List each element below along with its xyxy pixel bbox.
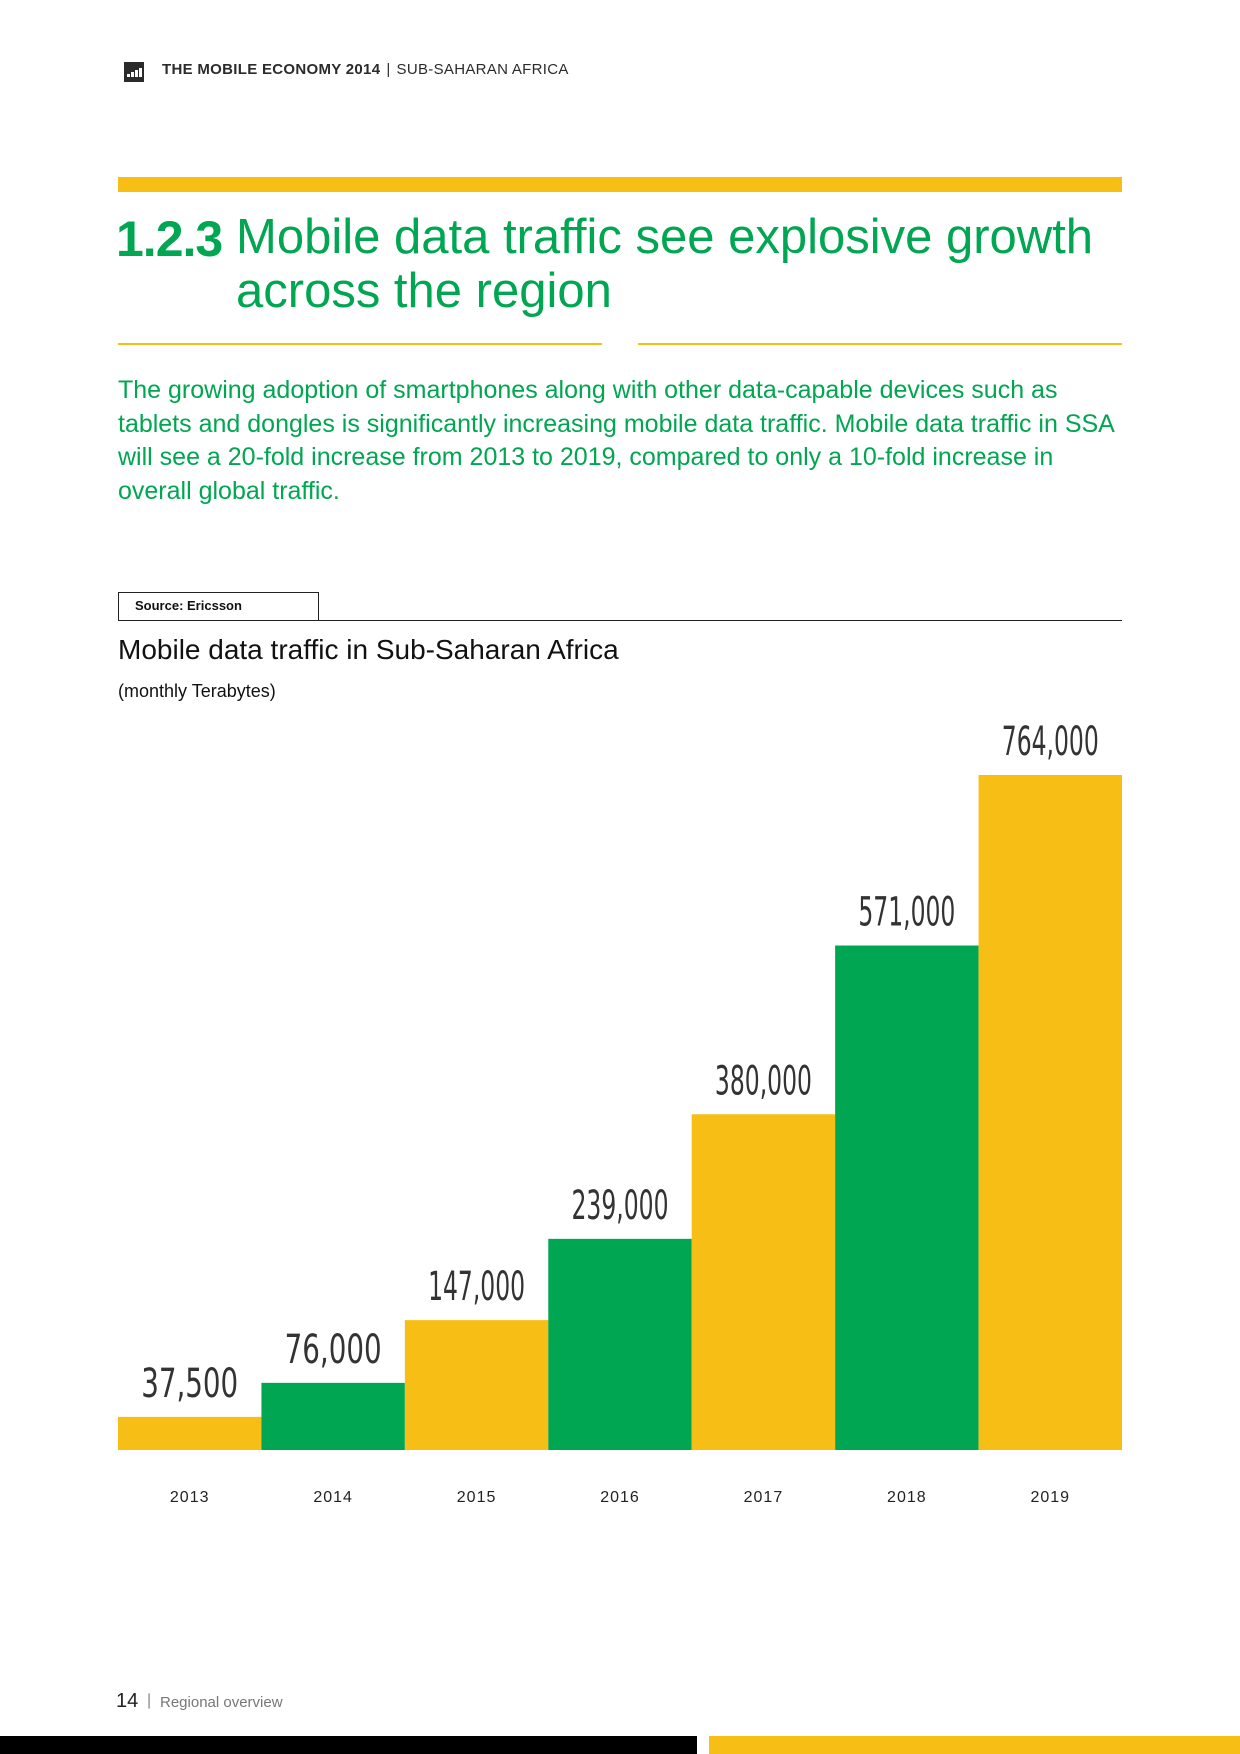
section-number: 1.2.3 [116,211,223,267]
bar-2015 [404,1320,549,1450]
bar-2013 [118,1416,262,1450]
source-box [118,592,319,621]
running-header: THE MOBILE ECONOMY 2014 | SUB-SAHARAN AFRI… [162,61,569,78]
value-label-2016: 239,000 [572,1183,669,1229]
value-label-2018: 571,000 [858,890,955,936]
section-top-rule [118,177,1122,192]
divider-left [118,343,602,345]
source-label: Source: Ericsson [135,598,242,613]
section-title: Mobile data traffic see explosive growth… [236,210,1094,318]
category-label-2018: 2018 [887,1489,927,1506]
category-label-2015: 2015 [457,1489,497,1506]
chart-title: Mobile data traffic in Sub-Saharan Afric… [118,634,619,665]
footer-band-black [0,1736,697,1754]
category-label-2019: 2019 [1030,1489,1070,1506]
logo-icon [124,62,144,82]
page-number: 14 [116,1690,139,1712]
footer-band-yellow [709,1736,1240,1754]
chart-subtitle: (monthly Terabytes) [118,681,276,701]
publication-title: THE MOBILE ECONOMY 2014 [162,61,381,78]
bar-2018 [835,945,979,1450]
header-separator: | [386,61,391,78]
bar-2016 [548,1238,692,1450]
category-label-2017: 2017 [744,1489,784,1506]
value-label-2019: 764,000 [1002,719,1099,765]
value-label-2013: 37,500 [141,1361,238,1407]
category-label-2013: 2013 [170,1489,210,1506]
intro-paragraph: The growing adoption of smartphones alon… [118,376,1114,505]
bar-2019 [978,775,1122,1450]
footer-separator: | [147,1692,152,1709]
category-label-2014: 2014 [313,1489,353,1506]
footer-label: Regional overview [160,1694,283,1711]
bar-2017 [691,1114,836,1450]
bar-2014 [261,1382,405,1450]
region-name: SUB-SAHARAN AFRICA [396,61,569,78]
category-label-2016: 2016 [600,1489,640,1506]
value-label-2015: 147,000 [428,1264,525,1310]
value-label-2017: 380,000 [715,1058,812,1104]
value-label-2014: 76,000 [285,1327,382,1373]
divider-right [638,343,1122,345]
source-rule [319,620,1122,621]
